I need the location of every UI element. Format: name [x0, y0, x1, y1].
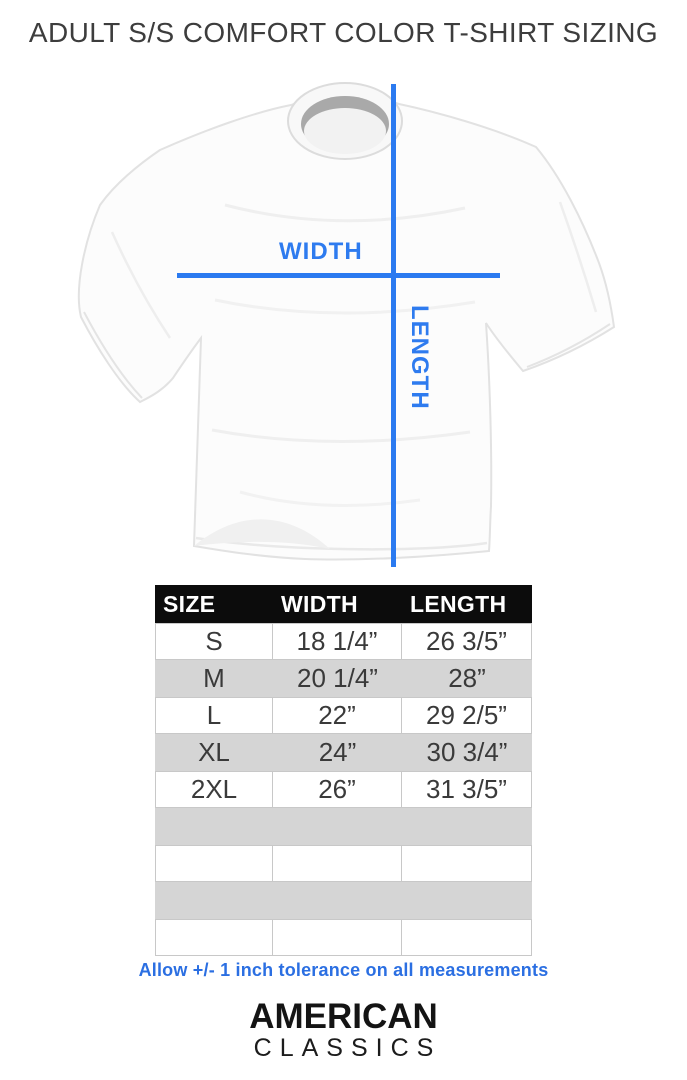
length-cell: 31 3/5” — [402, 771, 532, 808]
table-empty-row — [155, 808, 532, 845]
empty-cell — [273, 919, 402, 956]
brand-logo: AMERICAN CLASSICS — [0, 999, 687, 1061]
table-empty-row — [155, 919, 532, 956]
empty-cell — [273, 845, 402, 882]
table-row: L 22” 29 2/5” — [155, 697, 532, 734]
width-measure-line — [177, 273, 500, 278]
table-header-row: SIZE WIDTH LENGTH — [155, 585, 532, 623]
wrinkle — [239, 490, 421, 507]
wrinkle — [211, 428, 471, 444]
length-cell: 29 2/5” — [402, 697, 532, 734]
header-length: LENGTH — [410, 590, 507, 617]
table-row: 2XL 26” 31 3/5” — [155, 771, 532, 808]
tshirt-photo — [77, 82, 616, 567]
length-cell: 28” — [448, 663, 486, 693]
size-cell: 2XL — [155, 771, 273, 808]
length-cell: 26 3/5” — [402, 623, 532, 660]
size-table: SIZE WIDTH LENGTH S 18 1/4” 26 3/5” M 20… — [155, 585, 532, 956]
width-cell: 26” — [273, 771, 402, 808]
tshirt-body — [77, 97, 616, 561]
table-row: S 18 1/4” 26 3/5” — [155, 623, 532, 660]
hem-fold — [194, 519, 330, 549]
width-label: WIDTH — [279, 238, 363, 265]
empty-cell — [402, 919, 532, 956]
brand-name: AMERICAN — [249, 997, 438, 1036]
length-cell: 30 3/4” — [426, 737, 508, 767]
size-cell: S — [155, 623, 273, 660]
wrinkle — [214, 298, 476, 315]
size-cell: XL — [198, 737, 230, 767]
right-cuff-seam — [526, 323, 611, 368]
width-cell: 18 1/4” — [273, 623, 402, 660]
table-empty-row — [155, 845, 532, 882]
wrinkle — [558, 201, 598, 313]
wrinkle — [224, 203, 466, 223]
page-title: ADULT S/S COMFORT COLOR T-SHIRT SIZING — [28, 17, 659, 48]
table-row: XL 24” 30 3/4” — [155, 734, 532, 771]
empty-cell — [155, 919, 273, 956]
left-cuff-seam — [83, 311, 143, 399]
brand-subname: CLASSICS — [253, 1034, 442, 1062]
size-cell: M — [203, 663, 225, 693]
empty-cell — [402, 845, 532, 882]
collar-opening — [304, 108, 386, 154]
table-empty-row — [155, 882, 532, 919]
tolerance-note: Allow +/- 1 inch tolerance on all measur… — [138, 960, 549, 980]
empty-cell — [155, 845, 273, 882]
header-width: WIDTH — [281, 590, 358, 617]
header-size: SIZE — [163, 590, 216, 617]
length-measure-line — [391, 84, 396, 567]
size-cell: L — [155, 697, 273, 734]
width-cell: 24” — [318, 737, 357, 767]
wrinkle — [110, 231, 172, 339]
length-label: LENGTH — [406, 305, 433, 410]
table-row: M 20 1/4” 28” — [155, 660, 532, 697]
width-cell: 22” — [273, 697, 402, 734]
width-cell: 20 1/4” — [297, 663, 378, 693]
